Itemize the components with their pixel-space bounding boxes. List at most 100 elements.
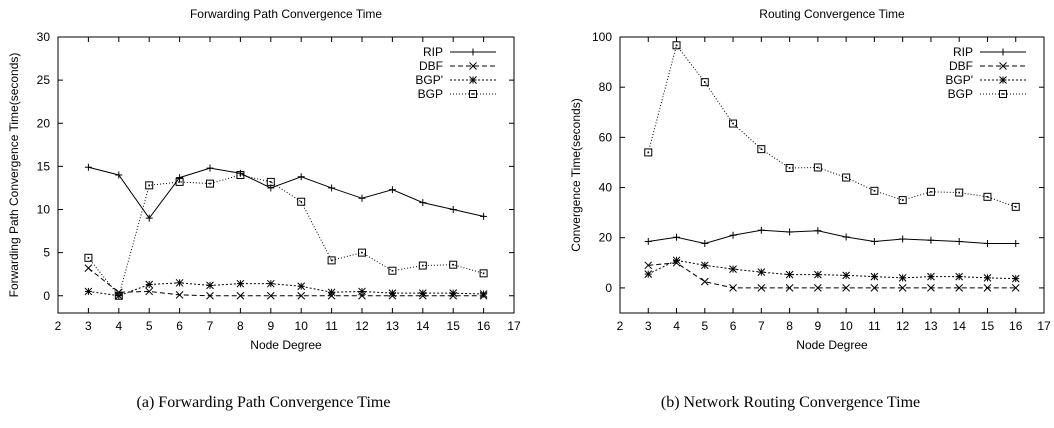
c1-series-dbf-point-3-d2 <box>644 261 653 270</box>
c0-title: Forwarding Path Convergence Time <box>190 7 382 21</box>
c1-series-dbf-point-16 <box>1011 284 1020 292</box>
c1-series-dbf-point-15 <box>983 284 992 292</box>
c1-series-bgp-prime-point-13 <box>927 272 935 281</box>
c1-series-bgp-prime-point-10 <box>842 271 850 280</box>
c0-series-bgp-point-15 <box>449 260 458 269</box>
c1-xtick-label-12: 12 <box>896 319 910 333</box>
caption-a: (a) Forwarding Path Convergence Time <box>136 394 391 411</box>
c1-series-bgp-prime-point-16-d2 <box>1011 274 1020 283</box>
c1-series-bgp-point-16-box <box>1011 202 1020 211</box>
c0-ytick-label-30: 30 <box>37 30 51 44</box>
c0-series-bgp-prime-point-14 <box>418 289 427 298</box>
c1-series-bgp-point-13-dot <box>930 191 932 193</box>
c1-series-rip-point-10 <box>842 233 850 241</box>
c0-xtick-label-16: 16 <box>477 319 491 333</box>
c1-series-bgp-prime-point-10-d2 <box>842 271 850 280</box>
c0-ytick-label-25: 25 <box>37 73 51 87</box>
c1-series-bgp-legend-marker-dot <box>1002 93 1004 95</box>
c1-plot-frame <box>619 36 1045 314</box>
c1-series-bgp-point-14-box <box>955 188 964 197</box>
c0-xtick-label-5: 5 <box>146 319 153 333</box>
c0-series-bgp-point-12-dot <box>361 251 363 254</box>
c1-xtick-label-7: 7 <box>758 319 765 333</box>
c0-series-bgp-legend-marker <box>469 90 477 98</box>
c0-xtick-label-2: 2 <box>55 319 62 333</box>
c1-xtick-label-11: 11 <box>868 319 881 333</box>
c0-series-bgp-point-4 <box>114 291 123 300</box>
c1-xlabel: Node Degree <box>796 338 868 352</box>
c1-series-bgp-point-10-box <box>842 173 851 182</box>
c1-series-bgp-point-3-dot <box>647 151 650 154</box>
c0-series-rip-legend-label: RIP <box>423 45 443 59</box>
c1-title: Routing Convergence Time <box>759 7 905 21</box>
c0-series-bgp-point-13-dot <box>391 269 394 272</box>
c0-series-dbf-point-6-d2 <box>175 291 184 299</box>
c0-xtick-label-13: 13 <box>386 319 400 333</box>
c0-series-bgp-prime-point-6-d2 <box>175 278 184 287</box>
c0-series-bgp-point-3-box <box>84 253 93 262</box>
c0-xtick-label-14: 14 <box>416 319 430 333</box>
c0-series-bgp-prime-point-15 <box>449 289 458 298</box>
c0-series-bgp-point-5 <box>145 181 154 190</box>
c0-series-bgp-prime-point-13-d2 <box>388 289 397 298</box>
c1-ytick-label-20: 20 <box>599 231 613 245</box>
c1-series-bgp-prime-point-4-d2 <box>672 256 681 265</box>
c0-ylabel: Forwarding Path Convergence Time(seconds… <box>7 53 21 298</box>
c0-series-bgp-point-6-dot <box>178 181 181 183</box>
c1-series-bgp-prime-point-9-d2 <box>814 270 822 279</box>
c1-series-bgp-prime-line <box>648 259 1016 280</box>
c1-xtick-label-2: 2 <box>617 319 624 333</box>
c1-series-bgp-prime-point-9 <box>814 270 822 279</box>
c1-series-bgp-point-9-dot <box>817 166 819 169</box>
c1-series-dbf-point-6-d2 <box>729 284 737 292</box>
c1-series-dbf-point-12 <box>898 284 907 292</box>
c0-series-bgp-point-9-dot <box>270 181 272 183</box>
c1-series-bgp-point-9 <box>813 163 822 172</box>
c1-series-bgp-prime-point-3 <box>644 270 653 278</box>
c0-series-bgp-point-13-box <box>388 266 397 275</box>
c0-series-bgp-prime-point-16-d2 <box>479 290 488 298</box>
c0-series-bgp-point-16 <box>479 269 488 278</box>
c1-series-bgp-prime-point-7 <box>757 268 766 276</box>
c1-xtick-label-8: 8 <box>786 319 793 333</box>
c1-series-bgp-prime-point-15-d2 <box>983 274 992 282</box>
c0-series-bgp-point-6-box <box>175 177 184 186</box>
c0-series-bgp-prime-point-5 <box>145 280 154 289</box>
c0-series-bgp-point-11 <box>327 256 336 265</box>
c1-series-bgp-prime-point-7-d2 <box>757 268 766 276</box>
c1-series-dbf-point-6 <box>729 284 737 292</box>
c1-series-bgp-prime-point-14 <box>955 272 964 281</box>
c1-xtick-label-15: 15 <box>981 319 995 333</box>
c0-series-bgp-point-16-dot <box>482 272 485 275</box>
c1-series-dbf-point-3 <box>644 261 653 270</box>
c1-xtick-label-17: 17 <box>1037 319 1051 333</box>
c0-series-bgp-point-7-dot <box>209 182 211 185</box>
c1-xtick-label-9: 9 <box>815 319 822 333</box>
c1-series-rip-point-3 <box>644 237 652 245</box>
c0-series-bgp-point-10-box <box>297 197 306 206</box>
c0-series-dbf-point-10-d2 <box>297 291 306 300</box>
c0-series-bgp-prime-legend-marker-d2 <box>469 76 477 84</box>
c0-series-bgp-point-11-dot <box>330 259 333 262</box>
c1-series-dbf-point-5 <box>700 277 709 286</box>
c0-series-rip-point-10 <box>297 173 305 181</box>
c1-series-dbf-point-9 <box>814 284 822 292</box>
c0-series-bgp-prime-point-7-d2 <box>206 281 214 290</box>
c1-series-dbf-legend-marker-d2 <box>999 62 1007 70</box>
c1-series-bgp-point-7-dot <box>760 148 763 150</box>
c1-ytick-label-0: 0 <box>605 281 612 295</box>
c0-plot-frame <box>57 36 515 314</box>
c0-series-rip-point-6 <box>176 174 184 182</box>
c0-series-bgp-point-14-dot <box>422 264 424 267</box>
c0-series-bgp-point-12 <box>358 248 366 257</box>
c0-series-rip-line <box>88 166 484 219</box>
c1-series-bgp-prime-point-11-d2 <box>870 272 879 281</box>
c0-series-bgp-point-6 <box>175 177 184 186</box>
c0-series-bgp-point-7-box <box>206 179 214 188</box>
c0-series-bgp-prime-point-10-d2 <box>297 282 306 291</box>
c1-series-bgp-point-7-box <box>757 145 766 154</box>
c1-series-dbf-point-14 <box>955 284 964 292</box>
c1-xtick-label-13: 13 <box>924 319 938 333</box>
c0-xtick-label-9: 9 <box>267 319 274 333</box>
c1-series-bgp-prime-legend-marker <box>999 76 1007 84</box>
